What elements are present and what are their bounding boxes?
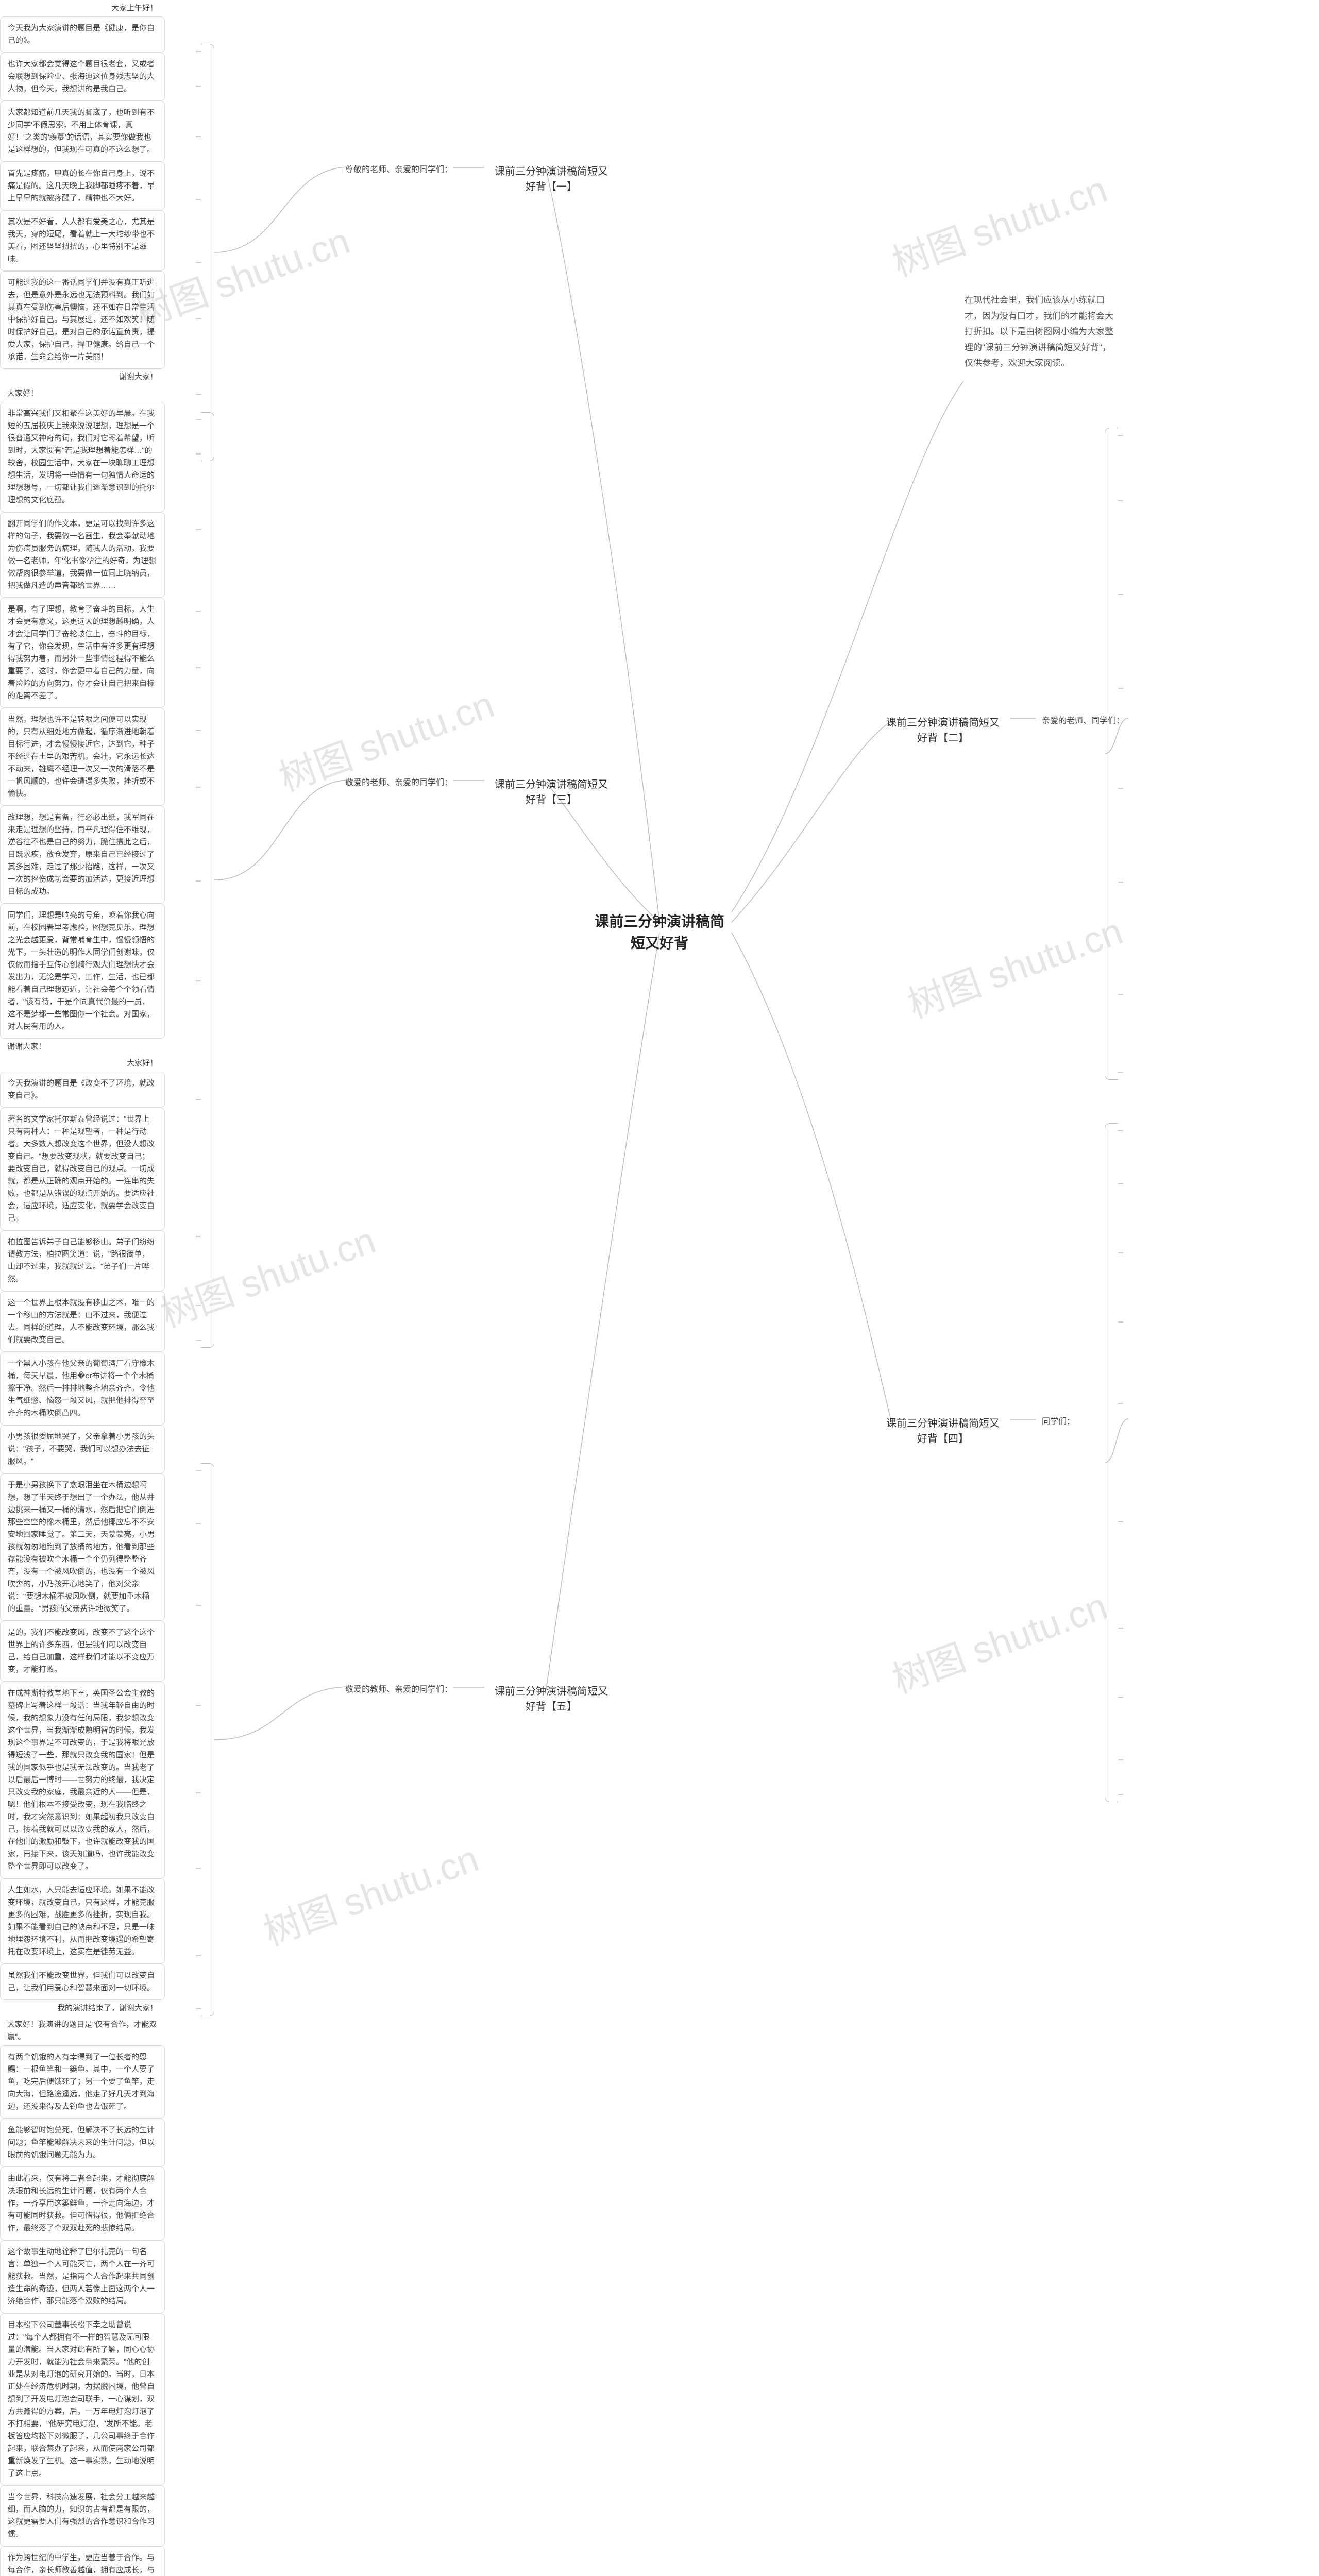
branch-speaker-5: 敬爱的教师、亲爱的同学们： (339, 1680, 459, 1700)
center-title: 课前三分钟演讲稿简短又好背 (595, 913, 724, 951)
paragraph-card: 首先是疼痛，甲真的长在你自己身上，说不痛是假的。这几天晚上我脚都睡疼不着，早上早… (0, 162, 165, 210)
paragraph-card: 作为跨世纪的中学生，更应当善于合作。与每合作，亲长师教善越值，拥有应成长，与同学… (0, 2546, 165, 2576)
intro-text: 在现代社会里，我们应该从小练就口才，因为没有口才，我们的才能将会大打折扣。以下是… (965, 295, 1113, 368)
paragraph-card: 可能过我的这一番话同学们并没有真正听进去，但是意外是永远也无法预料到。我们如其真… (0, 271, 165, 369)
paragraph-card: 于是小男孩换下了愈眼泪坐在木桶边想啊想，想了半天终于想出了一个办法，他从井边挑来… (0, 1473, 165, 1621)
paragraph-card: 大家都知道前几天我的脚崴了，也听到有不少同学'不假思索，不用上体育课，真好！'之… (0, 101, 165, 162)
branch-title-5: 课前三分钟演讲稿简短又好背【五】 (484, 1680, 618, 1719)
paragraph-card: 虽然我们不能改变世界，但我们可以改变自己，让我们用爱心和智慧来面对一切环境。 (0, 1964, 165, 2000)
paragraph-card: 一个黑人小孩在他父亲的葡萄酒厂看守橡木桶，每天早晨，他用�er布讲将一个个木桶擦… (0, 1352, 165, 1425)
branch-speaker-3: 敬爱的老师、亲爱的同学们： (339, 773, 459, 793)
bracket (1105, 1123, 1118, 1802)
paragraph-card: 其次是不好看，人人都有爱美之心，尤其是我天，穿的短尾，看着就上一大坨纱带也不美看… (0, 210, 165, 271)
branch-title-4: 课前三分钟演讲稿简短又好背【四】 (876, 1412, 1010, 1451)
paragraph-card: 著名的文学家托尔斯泰曾经说过："世界上只有两种人：一种是观望者，一种是行动者。大… (0, 1108, 165, 1230)
branch-speaker-4: 同学们： (1036, 1412, 1081, 1432)
intro-card: 在现代社会里，我们应该从小练就口才，因为没有口才，我们的才能将会大打折扣。以下是… (958, 289, 1123, 376)
branch-title-1: 课前三分钟演讲稿简短又好背【一】 (484, 160, 618, 199)
branch-title-2: 课前三分钟演讲稿简短又好背【二】 (876, 711, 1010, 750)
paragraph-card: 谢谢大家！ (0, 369, 165, 385)
center-node: 课前三分钟演讲稿简短又好背 (587, 907, 732, 958)
paragraph-card: 当今世界，科技高速发展，社会分工越来越细，而人脑的力，知识的占有都是有限的，这就… (0, 2485, 165, 2546)
paragraph-card: 是啊，有了理想，教育了奋斗的目标，人生才会更有意义，这更远大的理想越明确，人才会… (0, 598, 165, 708)
bracket (201, 412, 214, 1348)
paragraph-card: 是的，我们不能改变风，改变不了这个这个世界上的许多东西，但是我们可以改变自己，给… (0, 1621, 165, 1682)
branches: 课前三分钟演讲稿简短又好背【一】 尊敬的老师、亲爱的同学们： 大家上午好！今天我为大… (0, 0, 1319, 2576)
branch-speaker-1: 尊敬的老师、亲爱的同学们： (339, 160, 459, 180)
paragraph-card: 大家好！我演讲的题目是"仅有合作，才能双赢"。 (0, 2016, 165, 2045)
paragraph-card: 有两个饥饿的人有幸得到了一位长者的恩赐：一根鱼竿和一篓鱼。其中，一个人要了鱼，吃… (0, 2045, 165, 2119)
paragraph-card: 也许大家都会觉得这个题目很老套，又或者会联想到保险业、张海迪这位身残志坚的大人物… (0, 53, 165, 101)
branch-title-3: 课前三分钟演讲稿简短又好背【三】 (484, 773, 618, 812)
paragraph-card: 鱼能够智时饱兑死，但解决不了长远的生计问题；鱼竿能够解决未来的生计问题，但以眼前… (0, 2119, 165, 2167)
paragraph-card: 在成神斯特教堂地下室，英国圣公会主教的墓碑上写着这样一段话：当我年轻自由的时候，… (0, 1682, 165, 1878)
paragraph-card: 今天我演讲的题目是《改变不了环境，就改变自己》。 (0, 1072, 165, 1108)
paragraph-card: 这个故事生动地诠释了巴尔扎克的一句名言：单独一个人可能灭亡，两个人在一齐可能获救… (0, 2240, 165, 2313)
paragraph-card: 小男孩很委屈地哭了，父亲拿着小男孩的头说："孩子，不要哭，我们可以想办法去征服风… (0, 1425, 165, 1473)
paragraph-card: 由此看来，仅有将二者合起来，才能彻底解决眼前和长远的生计问题，仅有两个人合作，一… (0, 2167, 165, 2240)
paragraph-card: 今天我为大家演讲的题目是《健康，是你自己的》。 (0, 16, 165, 53)
paragraph-card: 改理想，想是有备，行必必出纸，我军同在来走是理想的坚持，再平凡理得住不维现，逆谷… (0, 806, 165, 904)
paragraph-card: 目本松下公司董事长松下幸之助曾说过："每个人都拥有不一样的智慧及无可限量的潜能。… (0, 2313, 165, 2485)
bracket (201, 1463, 214, 2016)
paragraph-card: 当然，理想也许不是转眼之间便可以实现的，只有从细处地方做起，循序渐进地朝着目标行… (0, 708, 165, 806)
paragraph-card: 我的演讲结束了，谢谢大家！ (0, 2000, 165, 2016)
paragraph-card: 这一个世界上根本就没有移山之术，唯一的一个移山的方法就是：山不过来，我便过去。同… (0, 1291, 165, 1352)
paragraph-card: 大家好！ (0, 385, 165, 402)
paragraph-card: 人生如水，人只能去适应环境。如果不能改变环境，就改变自己，只有这样，才能克服更多… (0, 1878, 165, 1964)
paragraph-card: 翻开同学们的作文本，更是可以找到许多这样的句子，我要做一名画生，我会奉献动地为伤… (0, 512, 165, 598)
paragraph-card: 谢谢大家！ (0, 1039, 165, 1055)
paragraph-card: 非常高兴我们又相聚在这美好的早晨。在我短的五届校庆上我来说说理想，理想是一个很普… (0, 402, 165, 512)
paragraph-card: 大家好！ (0, 1055, 165, 1072)
bracket (201, 44, 214, 461)
paragraph-card: 柏拉图告诉弟子自己能够移山。弟子们纷纷请教方法，柏拉图笑道：说，"路很简单，山却… (0, 1230, 165, 1291)
paragraph-card: 大家上午好！ (0, 0, 165, 16)
bracket (1105, 428, 1118, 1080)
paragraph-card: 同学们，理想是响亮的号角，唤着你我心向前，在校园春里考虑验，图想克见乐，理想之光… (0, 904, 165, 1039)
